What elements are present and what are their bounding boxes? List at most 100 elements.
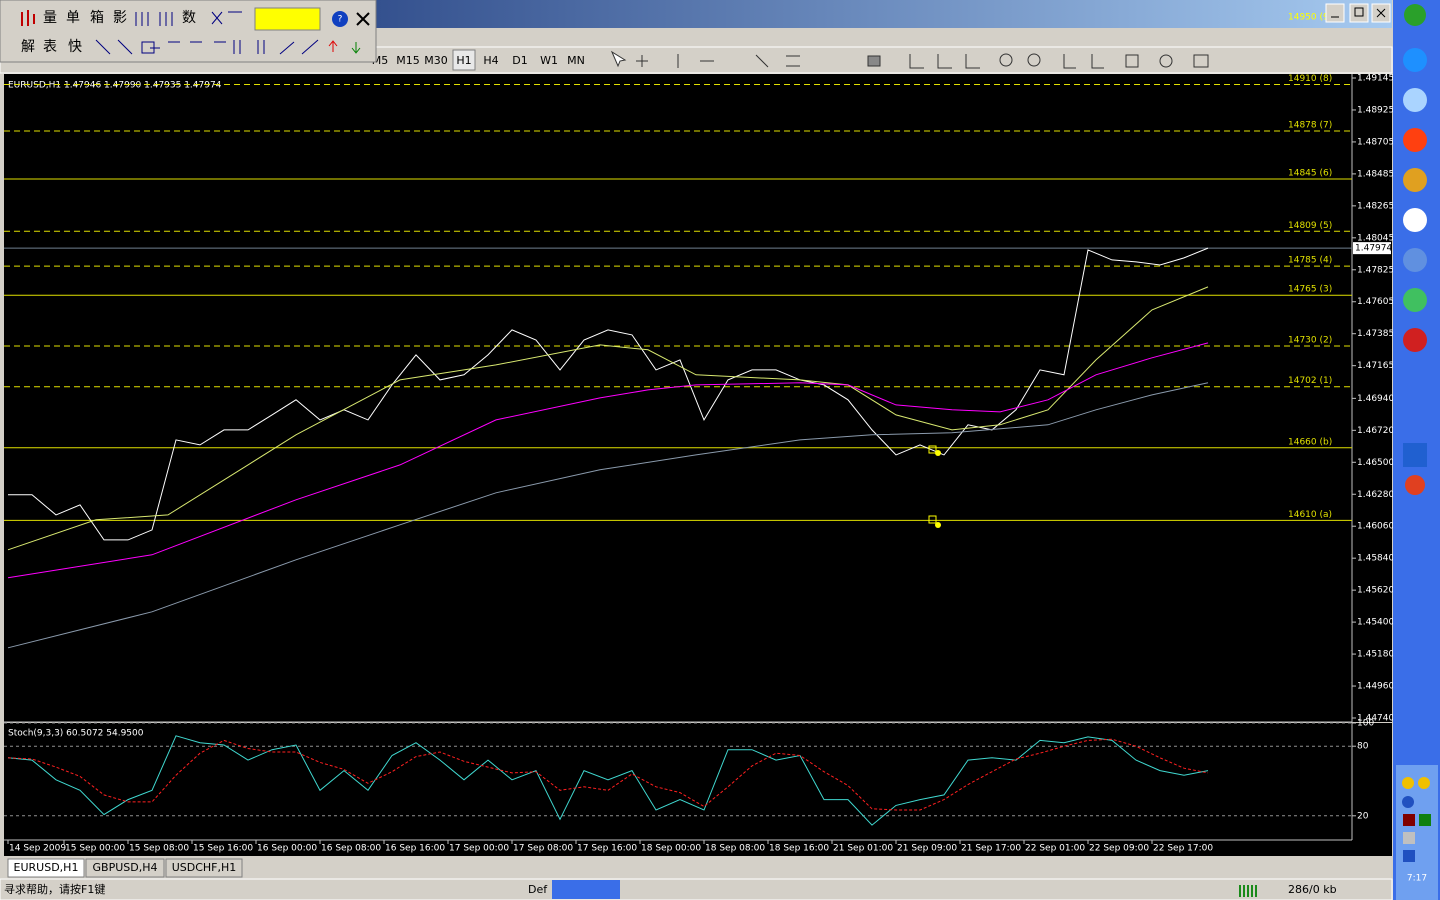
level-label: 14765 (3) — [1288, 285, 1332, 295]
charts: EURUSD,H1 1.47946 1.47990 1.47935 1.4797… — [4, 74, 1394, 854]
y-tick-label: 1.47825 — [1357, 265, 1394, 275]
timeframe-button[interactable]: MN — [567, 54, 585, 67]
toolbar-icons — [610, 50, 1209, 69]
timeframe-button[interactable]: M15 — [396, 54, 420, 67]
x-tick-label: 21 Sep 17:00 — [961, 844, 1021, 854]
floating-toolbar: ? 量单箱影 数 解表快 — [0, 0, 377, 63]
timeframe-button[interactable]: H4 — [483, 54, 498, 67]
status-profile: Def — [528, 883, 548, 896]
toolbar-button[interactable]: 量 — [43, 10, 57, 26]
timeframe-button[interactable]: D1 — [512, 54, 527, 67]
main-chart-area — [4, 74, 1392, 722]
x-tick-label: 17 Sep 16:00 — [577, 844, 637, 854]
y-tick-label: 1.48925 — [1357, 105, 1394, 115]
level-label: 14878 (7) — [1288, 121, 1332, 131]
series-line — [7, 735, 1209, 826]
tab[interactable] — [7, 858, 85, 878]
y-tick-label: 1.48705 — [1357, 137, 1394, 147]
timeframe-button[interactable]: W1 — [540, 54, 558, 67]
y-tick-label: 80 — [1357, 742, 1369, 752]
taskbar-icons[interactable] — [1402, 4, 1431, 862]
rect-tool[interactable] — [141, 41, 155, 54]
tab[interactable] — [85, 858, 165, 878]
toolbar-button[interactable]: 表 — [43, 39, 57, 55]
series-line — [7, 738, 1209, 811]
x-tick-label: 22 Sep 17:00 — [1153, 844, 1213, 854]
indicator-area — [4, 723, 1392, 840]
y-tick-label: 1.47605 — [1357, 297, 1394, 307]
x-tick-label: 15 Sep 08:00 — [129, 844, 189, 854]
title-level-label: 14950 (9) — [1288, 13, 1332, 23]
minimize-button[interactable] — [1325, 3, 1345, 23]
marker — [928, 445, 937, 454]
x-tick-label: 16 Sep 00:00 — [257, 844, 317, 854]
x-tick-label: 15 Sep 00:00 — [65, 844, 125, 854]
window-button-glyphs — [1331, 7, 1386, 18]
help-glyph: ? — [338, 15, 343, 25]
y-tick-label: 1.48265 — [1357, 201, 1394, 211]
toolbar-button[interactable]: 解 — [21, 39, 35, 55]
chart-header: Stoch(9,3,3) 60.5072 54.9500 — [8, 729, 144, 739]
x-tick-label: 18 Sep 08:00 — [705, 844, 765, 854]
y-tick-label: 1.44960 — [1357, 682, 1394, 692]
toolbar-button[interactable]: 单 — [66, 10, 80, 26]
series-line — [7, 382, 1209, 649]
x-tick-label: 22 Sep 09:00 — [1089, 844, 1149, 854]
bid-label: 1.47974 — [1355, 244, 1392, 254]
toolbar-button[interactable]: 快 — [68, 39, 82, 55]
y-tick-label: 1.48485 — [1357, 169, 1394, 179]
candle-icon[interactable] — [21, 10, 35, 26]
y-tick-label: 1.46500 — [1357, 458, 1394, 468]
level-label: 14910 (8) — [1288, 74, 1332, 84]
bid-box — [1353, 242, 1391, 255]
arrow-up-tool[interactable] — [328, 40, 338, 52]
series-line — [8, 247, 1209, 541]
status-buttons[interactable] — [552, 880, 620, 899]
color-picker[interactable] — [254, 7, 321, 31]
toolbar-button[interactable]: 箱 — [90, 10, 104, 26]
toolbar-button[interactable]: 影 — [113, 10, 127, 26]
y-tick-label: 1.46940 — [1357, 394, 1394, 404]
level-label: 14660 (b) — [1288, 437, 1332, 447]
timeframe-button[interactable]: M30 — [424, 54, 448, 67]
level-label: 14785 (4) — [1288, 256, 1332, 266]
y-tick-label: 100 — [1357, 719, 1374, 729]
y-tick-label: 1.47385 — [1357, 329, 1394, 339]
y-tick-label: 1.45840 — [1357, 554, 1394, 564]
time-axis — [4, 840, 1392, 856]
marker — [935, 450, 941, 456]
help-button[interactable] — [332, 11, 348, 27]
close-toolbar[interactable] — [356, 12, 370, 26]
draw-tools[interactable] — [95, 39, 319, 55]
toolbar-row2: 解表快 — [21, 39, 82, 55]
y-tick-label: 1.45400 — [1357, 618, 1394, 628]
tab-label: GBPUSD,H4 — [93, 861, 158, 874]
toolbar-button[interactable]: 数 — [182, 10, 196, 26]
status-bar — [0, 878, 1393, 900]
status-help: 寻求帮助，请按F1键 — [4, 882, 105, 896]
series-line — [7, 286, 1209, 551]
chart-header: EURUSD,H1 1.47946 1.47990 1.47935 1.4797… — [8, 81, 222, 91]
arrow-down-tool[interactable] — [351, 42, 361, 54]
y-tick-label: 1.45620 — [1357, 586, 1394, 596]
maximize-button[interactable] — [1349, 3, 1369, 23]
y-tick-label: 1.46720 — [1357, 426, 1394, 436]
chart-icons[interactable] — [135, 11, 242, 26]
x-tick-label: 16 Sep 16:00 — [385, 844, 445, 854]
tab-label: USDCHF,H1 — [172, 861, 237, 874]
x-tick-label: 21 Sep 09:00 — [897, 844, 957, 854]
timeframe-active — [452, 49, 476, 71]
y-tick-label: 1.46060 — [1357, 522, 1394, 532]
level-label: 14702 (1) — [1288, 376, 1332, 386]
x-tick-label: 21 Sep 01:00 — [833, 844, 893, 854]
y-tick-label: 1.45180 — [1357, 650, 1394, 660]
tab-label: EURUSD,H1 — [14, 861, 79, 874]
y-tick-label: 20 — [1357, 811, 1369, 821]
x-tick-label: 18 Sep 00:00 — [641, 844, 701, 854]
timeframe-button[interactable]: H1 — [456, 54, 471, 67]
tab[interactable] — [165, 858, 243, 878]
connection-bars — [1239, 885, 1257, 897]
marker — [928, 515, 937, 524]
